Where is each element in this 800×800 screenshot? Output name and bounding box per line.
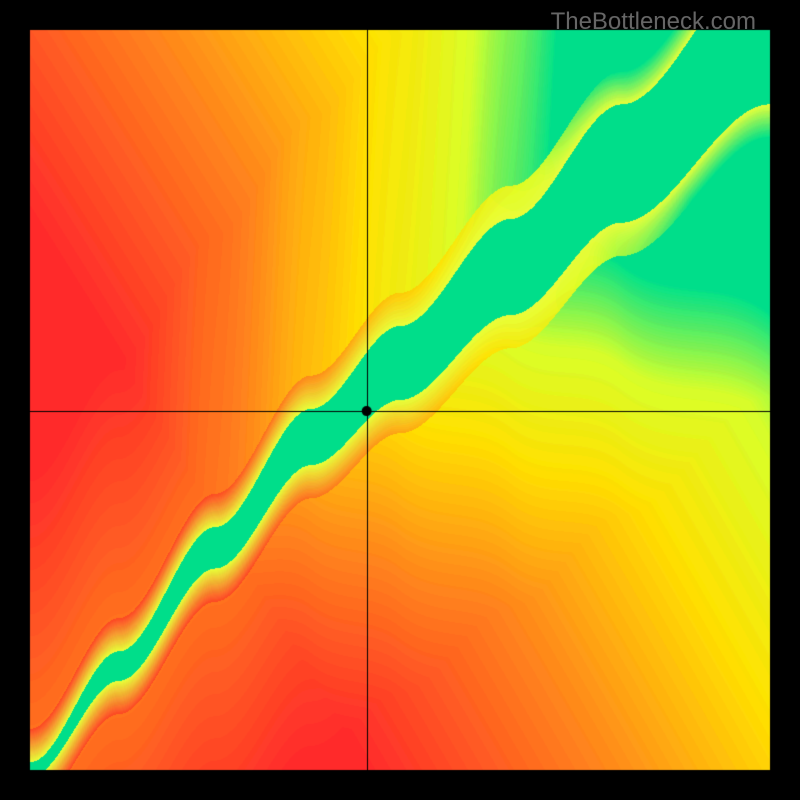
bottleneck-heatmap xyxy=(0,0,800,800)
